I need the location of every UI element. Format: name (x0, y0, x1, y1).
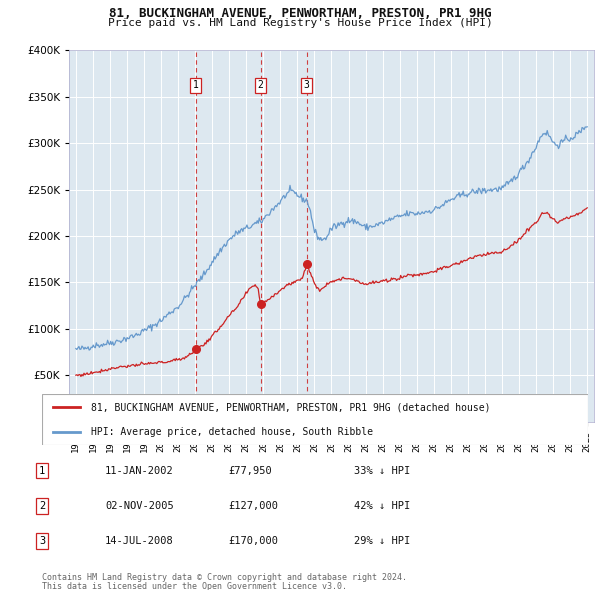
Text: 29% ↓ HPI: 29% ↓ HPI (354, 536, 410, 546)
Text: 81, BUCKINGHAM AVENUE, PENWORTHAM, PRESTON, PR1 9HG: 81, BUCKINGHAM AVENUE, PENWORTHAM, PREST… (109, 7, 491, 20)
Text: £170,000: £170,000 (228, 536, 278, 546)
Text: 42% ↓ HPI: 42% ↓ HPI (354, 501, 410, 511)
Text: 2: 2 (39, 501, 45, 511)
Text: 11-JAN-2002: 11-JAN-2002 (105, 466, 174, 476)
Text: 3: 3 (304, 80, 310, 90)
Text: £127,000: £127,000 (228, 501, 278, 511)
Text: 2: 2 (257, 80, 263, 90)
Text: 1: 1 (193, 80, 199, 90)
Text: 02-NOV-2005: 02-NOV-2005 (105, 501, 174, 511)
Text: Contains HM Land Registry data © Crown copyright and database right 2024.: Contains HM Land Registry data © Crown c… (42, 573, 407, 582)
Text: 1: 1 (39, 466, 45, 476)
Text: Price paid vs. HM Land Registry's House Price Index (HPI): Price paid vs. HM Land Registry's House … (107, 18, 493, 28)
Text: 3: 3 (39, 536, 45, 546)
Text: 81, BUCKINGHAM AVENUE, PENWORTHAM, PRESTON, PR1 9HG (detached house): 81, BUCKINGHAM AVENUE, PENWORTHAM, PREST… (91, 402, 491, 412)
Text: 33% ↓ HPI: 33% ↓ HPI (354, 466, 410, 476)
Text: HPI: Average price, detached house, South Ribble: HPI: Average price, detached house, Sout… (91, 427, 373, 437)
Text: £77,950: £77,950 (228, 466, 272, 476)
Text: 14-JUL-2008: 14-JUL-2008 (105, 536, 174, 546)
Text: This data is licensed under the Open Government Licence v3.0.: This data is licensed under the Open Gov… (42, 582, 347, 590)
